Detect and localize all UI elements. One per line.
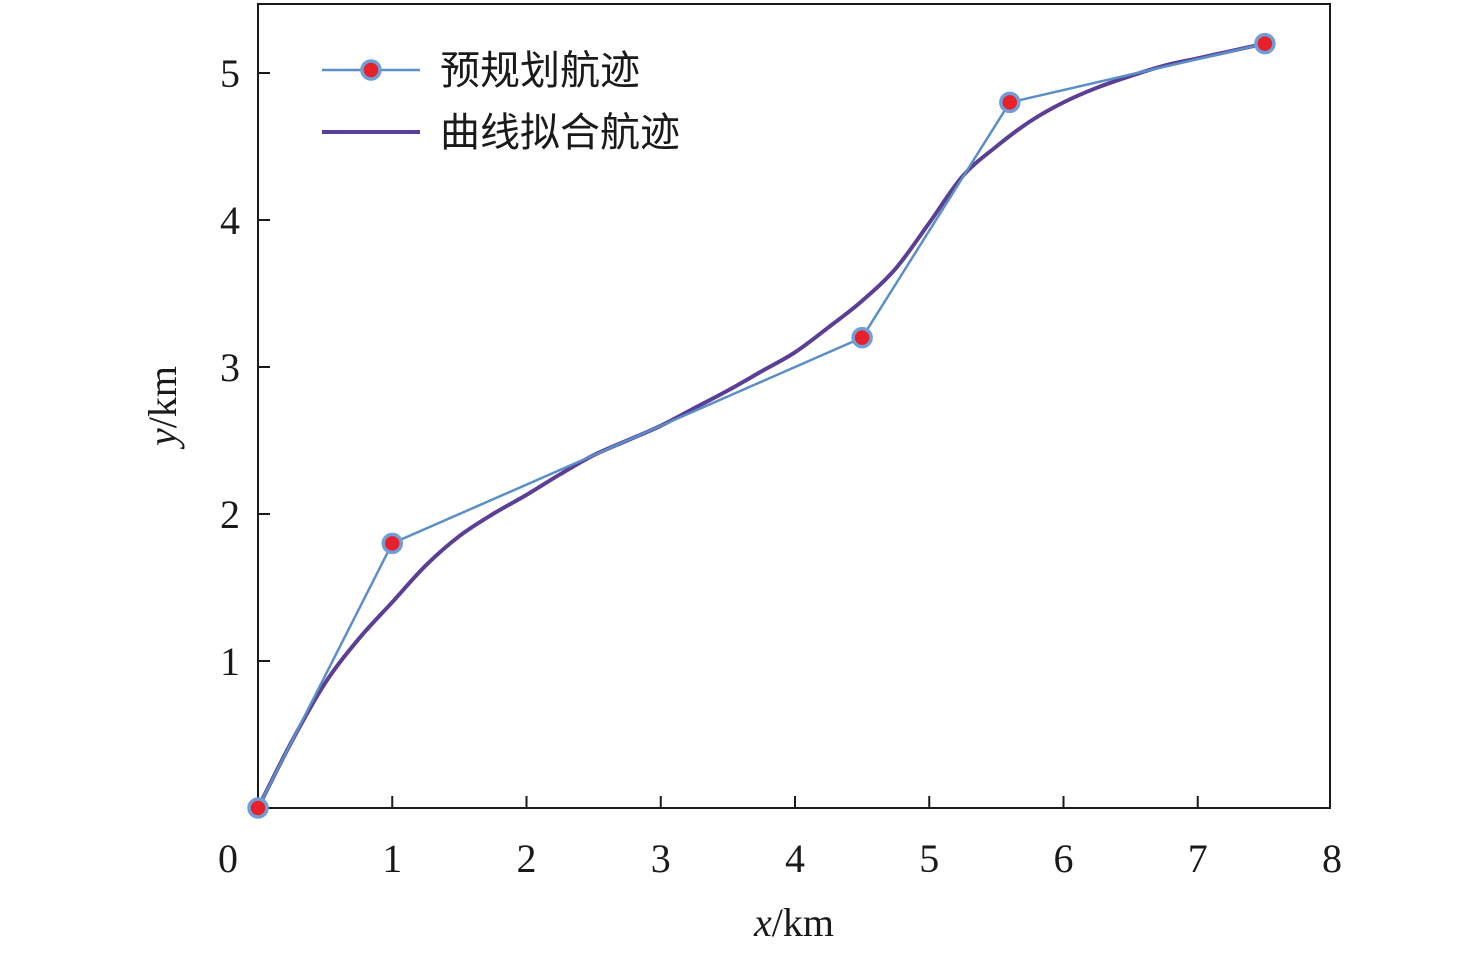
x-tick-label: 0 [218, 836, 238, 881]
x-tick-label: 1 [382, 836, 402, 881]
x-tick-label: 8 [1322, 836, 1342, 881]
x-axis-label: x/km [753, 900, 834, 945]
planned-point [999, 91, 1021, 114]
y-tick-label: 1 [220, 639, 240, 684]
y-axis-label: y/km [140, 366, 185, 450]
legend-planned-marker [360, 59, 382, 81]
x-tick-label: 7 [1188, 836, 1208, 881]
x-tick-label: 4 [785, 836, 805, 881]
y-tick-label: 2 [220, 492, 240, 537]
legend-planned-label: 预规划航迹 [440, 48, 640, 93]
y-tick-label: 3 [220, 345, 240, 390]
x-tick-label: 3 [651, 836, 671, 881]
series-layer [247, 32, 1276, 819]
planned-point [381, 532, 403, 555]
series-planned-line [256, 42, 1266, 809]
plot-frame [257, 3, 1331, 809]
series-fitted-line [256, 41, 1266, 809]
x-tick-label: 5 [919, 836, 939, 881]
y-tick-label: 5 [220, 51, 240, 96]
axes-layer: 0 1 2 3 4 5 6 7 8 1 2 3 4 5 x/km y/km [140, 3, 1342, 945]
legend-fitted-label: 曲线拟合航迹 [440, 110, 680, 155]
planned-point [247, 797, 269, 819]
x-tick-label: 2 [517, 836, 537, 881]
planned-point [851, 326, 873, 349]
planned-point [1254, 32, 1276, 55]
x-tick-label: 6 [1054, 836, 1074, 881]
y-tick-label: 4 [220, 198, 240, 243]
